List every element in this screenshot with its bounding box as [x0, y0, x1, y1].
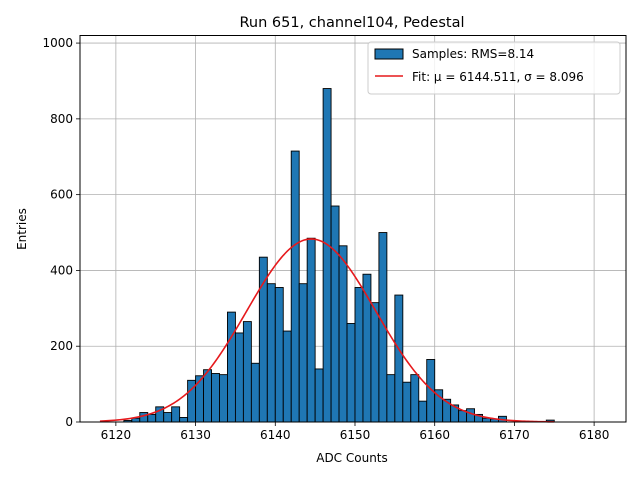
histogram-bar [266, 283, 276, 423]
histogram-bar [290, 150, 300, 423]
y-tick-label: 200 [50, 339, 73, 353]
histogram-bar [330, 205, 340, 423]
histogram-bars [123, 88, 555, 423]
histogram-bar [298, 283, 308, 423]
legend-box [367, 41, 621, 95]
histogram-bar [147, 413, 157, 423]
histogram-bar [179, 417, 189, 423]
x-tick-label: 6120 [101, 428, 132, 442]
histogram-bar [163, 412, 173, 423]
legend-histogram-swatch [374, 48, 404, 60]
y-tick-label: 800 [50, 112, 73, 126]
histogram-bar [482, 417, 491, 423]
legend-fit-label: Fit: μ = 6144.511, σ = 8.096 [412, 70, 584, 84]
histogram-bar [402, 381, 412, 423]
histogram-bar [370, 302, 380, 423]
histogram-bar [410, 374, 420, 423]
histogram-bar [203, 369, 212, 423]
gaussian-fit-curve [99, 238, 555, 423]
x-tick-label: 6140 [260, 428, 291, 442]
y-axis-label: Entries [15, 208, 29, 250]
histogram-bar [394, 294, 404, 423]
histogram-bar [466, 408, 476, 423]
x-tick-label: 6160 [419, 428, 450, 442]
histogram-bar [346, 323, 356, 423]
legend-histogram-label: Samples: RMS=8.14 [412, 47, 534, 61]
histogram-bar [195, 375, 204, 423]
histogram-bar [314, 368, 324, 423]
x-tick-label: 6180 [579, 428, 610, 442]
histogram-bar [274, 287, 284, 423]
x-axis-label: ADC Counts [316, 451, 388, 465]
y-tick-label: 0 [65, 415, 73, 429]
histogram-bar [219, 374, 228, 423]
histogram-bar [131, 417, 141, 423]
histogram-bar [386, 374, 396, 423]
legend: Samples: RMS=8.14 Fit: μ = 6144.511, σ =… [367, 41, 621, 95]
histogram-bar [354, 287, 364, 423]
histogram-bar [282, 330, 292, 423]
y-tick-label: 400 [50, 263, 73, 277]
y-tick-label: 1000 [42, 36, 73, 50]
histogram-bar [227, 311, 236, 423]
histogram-bar [458, 410, 468, 423]
histogram-bar [250, 362, 260, 423]
histogram-bar [139, 412, 149, 423]
y-tick-label: 600 [50, 188, 73, 202]
x-tick-label: 6150 [340, 428, 371, 442]
histogram-bar [322, 88, 332, 423]
fit-curve-layer [99, 238, 555, 423]
histogram-bar [234, 332, 244, 423]
histogram-bar [306, 237, 316, 423]
histogram-bar [338, 245, 348, 423]
histogram-bar [211, 373, 220, 423]
histogram-bar [242, 321, 252, 423]
y-axis-ticks: 0 200 400 600 800 1000 [42, 36, 80, 429]
chart-title: Run 651, channel104, Pedestal [239, 15, 464, 31]
x-tick-label: 6170 [499, 428, 530, 442]
x-axis-ticks: 6120 6130 6140 6150 6160 6170 6180 [101, 422, 610, 442]
plot-area-frame [79, 35, 627, 423]
histogram-bar [418, 400, 428, 423]
histogram-bar [171, 406, 181, 423]
x-tick-label: 6130 [180, 428, 211, 442]
